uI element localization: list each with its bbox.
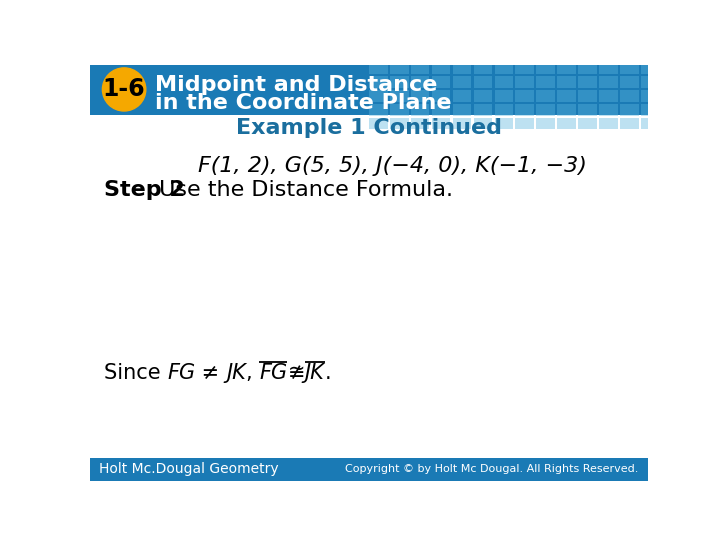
Bar xyxy=(557,76,576,88)
Bar xyxy=(390,104,408,116)
Bar xyxy=(536,90,555,102)
Bar xyxy=(495,63,513,74)
Circle shape xyxy=(102,68,145,111)
Bar xyxy=(369,104,387,116)
Bar xyxy=(620,63,639,74)
Bar xyxy=(411,63,429,74)
Text: 1-6: 1-6 xyxy=(103,77,145,102)
Bar xyxy=(578,104,597,116)
Text: ,: , xyxy=(246,363,259,383)
Bar xyxy=(578,76,597,88)
Bar xyxy=(453,63,472,74)
Bar xyxy=(620,90,639,102)
Bar xyxy=(369,76,387,88)
Bar xyxy=(578,118,597,130)
Bar xyxy=(578,90,597,102)
Bar xyxy=(536,118,555,130)
Text: FG: FG xyxy=(259,363,287,383)
Bar xyxy=(432,76,451,88)
Bar xyxy=(90,65,648,115)
Bar xyxy=(516,90,534,102)
Bar xyxy=(620,76,639,88)
Bar xyxy=(641,76,660,88)
Bar xyxy=(369,118,387,130)
Text: F(1, 2), G(5, 5), J(−4, 0), K(−1, −3): F(1, 2), G(5, 5), J(−4, 0), K(−1, −3) xyxy=(198,156,587,176)
Bar xyxy=(411,104,429,116)
Text: ≠: ≠ xyxy=(195,363,226,383)
Bar xyxy=(516,76,534,88)
Bar xyxy=(578,63,597,74)
Bar xyxy=(641,90,660,102)
Bar xyxy=(453,118,472,130)
Bar xyxy=(90,115,648,142)
Bar xyxy=(516,118,534,130)
Bar xyxy=(495,104,513,116)
Bar xyxy=(474,104,492,116)
Text: Since: Since xyxy=(104,363,167,383)
Bar xyxy=(536,104,555,116)
Text: Use the Distance Formula.: Use the Distance Formula. xyxy=(152,180,453,200)
Bar xyxy=(620,104,639,116)
Text: Midpoint and Distance: Midpoint and Distance xyxy=(155,75,438,95)
Bar xyxy=(536,76,555,88)
Text: Example 1 Continued: Example 1 Continued xyxy=(236,118,502,138)
Bar xyxy=(516,104,534,116)
Text: ≇: ≇ xyxy=(287,363,305,383)
Bar xyxy=(641,104,660,116)
Bar xyxy=(453,104,472,116)
Text: .: . xyxy=(325,363,331,383)
Bar xyxy=(495,90,513,102)
Bar xyxy=(557,118,576,130)
Bar xyxy=(369,63,387,74)
Bar xyxy=(557,104,576,116)
Text: Step 2: Step 2 xyxy=(104,180,185,200)
Bar xyxy=(641,118,660,130)
Bar xyxy=(90,457,648,481)
Bar xyxy=(474,118,492,130)
Text: JK: JK xyxy=(305,363,325,383)
Bar xyxy=(536,63,555,74)
Bar xyxy=(557,63,576,74)
Bar xyxy=(411,90,429,102)
Bar xyxy=(495,76,513,88)
Bar xyxy=(599,90,618,102)
Bar xyxy=(432,104,451,116)
Bar xyxy=(495,118,513,130)
Bar xyxy=(432,90,451,102)
Bar xyxy=(599,118,618,130)
Bar xyxy=(641,63,660,74)
Bar xyxy=(432,118,451,130)
Text: FG: FG xyxy=(167,363,195,383)
Bar xyxy=(432,63,451,74)
Bar xyxy=(390,76,408,88)
Bar xyxy=(599,63,618,74)
Bar xyxy=(390,118,408,130)
Bar xyxy=(453,90,472,102)
Bar xyxy=(516,63,534,74)
Bar xyxy=(557,90,576,102)
Bar xyxy=(390,90,408,102)
Bar xyxy=(599,76,618,88)
Bar xyxy=(411,118,429,130)
Bar xyxy=(599,104,618,116)
Bar xyxy=(474,76,492,88)
Bar xyxy=(390,63,408,74)
Bar xyxy=(474,90,492,102)
Bar xyxy=(369,90,387,102)
Bar xyxy=(620,118,639,130)
Text: Holt Mc.Dougal Geometry: Holt Mc.Dougal Geometry xyxy=(99,462,279,476)
Bar xyxy=(474,63,492,74)
Text: Copyright © by Holt Mc Dougal. All Rights Reserved.: Copyright © by Holt Mc Dougal. All Right… xyxy=(346,464,639,474)
Text: in the Coordinate Plane: in the Coordinate Plane xyxy=(155,92,451,112)
Text: JK: JK xyxy=(226,363,246,383)
Bar xyxy=(453,76,472,88)
Bar xyxy=(411,76,429,88)
